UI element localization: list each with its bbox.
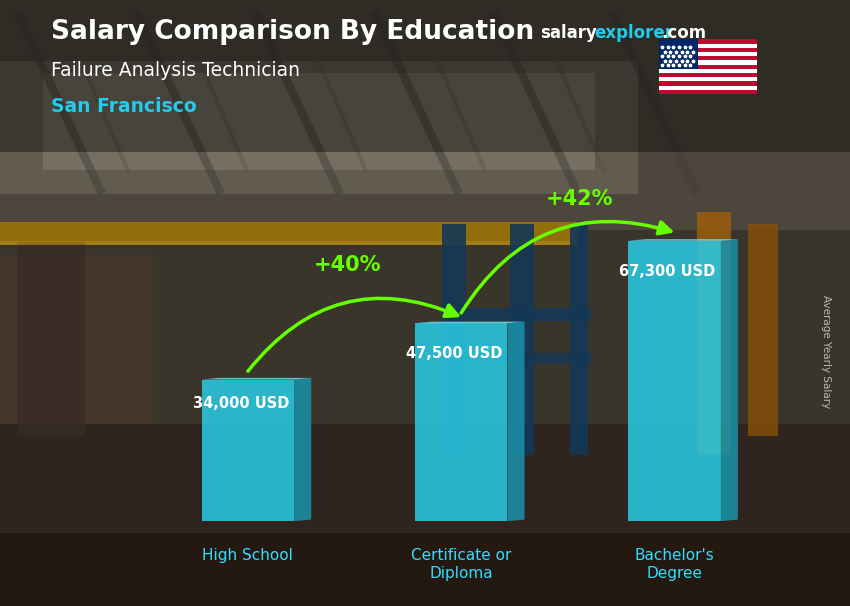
Bar bbox=[42, 73, 595, 170]
Text: San Francisco: San Francisco bbox=[51, 97, 196, 116]
Bar bbox=[0, 255, 153, 424]
Bar bbox=[659, 39, 756, 44]
Bar bbox=[570, 224, 588, 454]
Bar bbox=[659, 61, 756, 65]
Bar bbox=[0, 222, 578, 245]
Bar bbox=[659, 65, 756, 68]
Bar bbox=[0, 61, 638, 194]
Bar bbox=[442, 224, 466, 454]
Bar bbox=[442, 308, 591, 321]
Text: Failure Analysis Technician: Failure Analysis Technician bbox=[51, 61, 300, 80]
Text: 47,500 USD: 47,500 USD bbox=[406, 346, 502, 361]
Text: Average Yearly Salary: Average Yearly Salary bbox=[821, 295, 831, 408]
Bar bbox=[659, 81, 756, 85]
Text: explorer: explorer bbox=[594, 24, 673, 42]
Polygon shape bbox=[294, 378, 311, 521]
Bar bbox=[659, 52, 756, 56]
Polygon shape bbox=[201, 379, 294, 521]
Bar bbox=[659, 48, 756, 52]
Bar bbox=[17, 242, 85, 436]
Polygon shape bbox=[628, 241, 721, 521]
Bar bbox=[510, 224, 534, 454]
Bar bbox=[0, 152, 850, 606]
Polygon shape bbox=[201, 378, 311, 379]
Polygon shape bbox=[415, 323, 507, 521]
Text: Bachelor's
Degree: Bachelor's Degree bbox=[635, 548, 715, 581]
Text: +40%: +40% bbox=[314, 255, 382, 275]
Bar bbox=[0, 0, 850, 152]
Text: .com: .com bbox=[661, 24, 706, 42]
Polygon shape bbox=[415, 322, 524, 323]
Bar bbox=[697, 212, 731, 454]
Bar bbox=[659, 85, 756, 90]
Bar bbox=[0, 241, 578, 245]
Polygon shape bbox=[721, 239, 738, 521]
Polygon shape bbox=[507, 322, 524, 521]
Bar bbox=[659, 39, 698, 68]
Bar bbox=[659, 73, 756, 77]
Bar bbox=[659, 90, 756, 94]
Bar bbox=[0, 533, 850, 606]
Bar bbox=[0, 424, 850, 606]
Text: +42%: +42% bbox=[546, 189, 613, 209]
Text: salary: salary bbox=[540, 24, 597, 42]
Text: High School: High School bbox=[202, 548, 293, 563]
Bar bbox=[659, 77, 756, 81]
Bar bbox=[659, 56, 756, 61]
Bar bbox=[659, 68, 756, 73]
Bar bbox=[0, 0, 850, 230]
Polygon shape bbox=[628, 239, 738, 241]
Bar bbox=[659, 44, 756, 48]
Text: 34,000 USD: 34,000 USD bbox=[193, 396, 289, 411]
Text: Certificate or
Diploma: Certificate or Diploma bbox=[411, 548, 512, 581]
Bar bbox=[442, 353, 591, 364]
Text: Salary Comparison By Education: Salary Comparison By Education bbox=[51, 19, 534, 45]
Text: 67,300 USD: 67,300 USD bbox=[620, 264, 716, 279]
Bar bbox=[748, 224, 778, 436]
